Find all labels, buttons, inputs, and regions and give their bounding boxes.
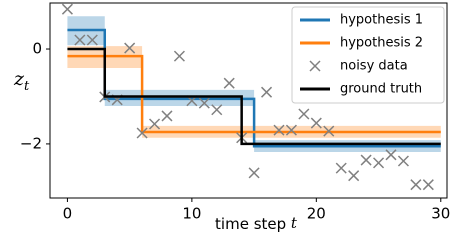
data-point xyxy=(124,42,136,54)
data-point xyxy=(373,157,385,169)
step-line xyxy=(67,28,441,148)
data-point xyxy=(211,104,223,116)
y-tick-label: −2 xyxy=(20,134,42,152)
legend-label: ground truth xyxy=(340,82,422,97)
data-point xyxy=(422,179,434,191)
data-point xyxy=(74,34,86,46)
step-line xyxy=(67,47,441,146)
data-point xyxy=(61,3,73,15)
x-label-main: time step xyxy=(215,215,291,233)
legend: hypothesis 1 hypothesis 2 noisy data ground… xyxy=(291,6,445,104)
data-point xyxy=(348,170,360,182)
data-point xyxy=(310,117,322,129)
legend-label: hypothesis 1 xyxy=(340,13,423,28)
data-point xyxy=(198,97,210,109)
data-point xyxy=(285,124,297,136)
data-point xyxy=(410,179,422,191)
data-point xyxy=(161,110,173,122)
x-tick-label: 20 xyxy=(307,205,326,223)
data-point xyxy=(323,125,335,137)
x-axis-label: time step t xyxy=(215,214,298,233)
x-label-var: t xyxy=(291,214,298,232)
y-label-main: z xyxy=(13,68,25,90)
x-tick-label: 30 xyxy=(431,205,450,223)
data-point xyxy=(335,162,347,174)
data-point xyxy=(397,155,409,167)
legend-label: hypothesis 2 xyxy=(340,36,423,51)
legend-label: noisy data xyxy=(340,59,408,74)
y-label-sub: t xyxy=(24,79,30,94)
data-point xyxy=(149,118,161,130)
data-point xyxy=(261,86,273,98)
x-tick-label: 10 xyxy=(182,205,201,223)
legend-box xyxy=(291,6,445,104)
legend-marker xyxy=(309,60,321,72)
data-point xyxy=(86,34,98,46)
data-point xyxy=(298,108,310,120)
data-point xyxy=(360,154,372,166)
data-point xyxy=(173,50,185,62)
data-point xyxy=(273,124,285,136)
data-point xyxy=(385,149,397,161)
data-point xyxy=(248,167,260,179)
plot-frame xyxy=(49,2,448,199)
plot-area xyxy=(61,3,441,191)
y-tick-label: 0 xyxy=(32,40,42,58)
y-axis-label: zt xyxy=(13,68,30,94)
data-point xyxy=(223,77,235,89)
data-point xyxy=(136,127,148,139)
x-tick-label: 0 xyxy=(63,205,73,223)
